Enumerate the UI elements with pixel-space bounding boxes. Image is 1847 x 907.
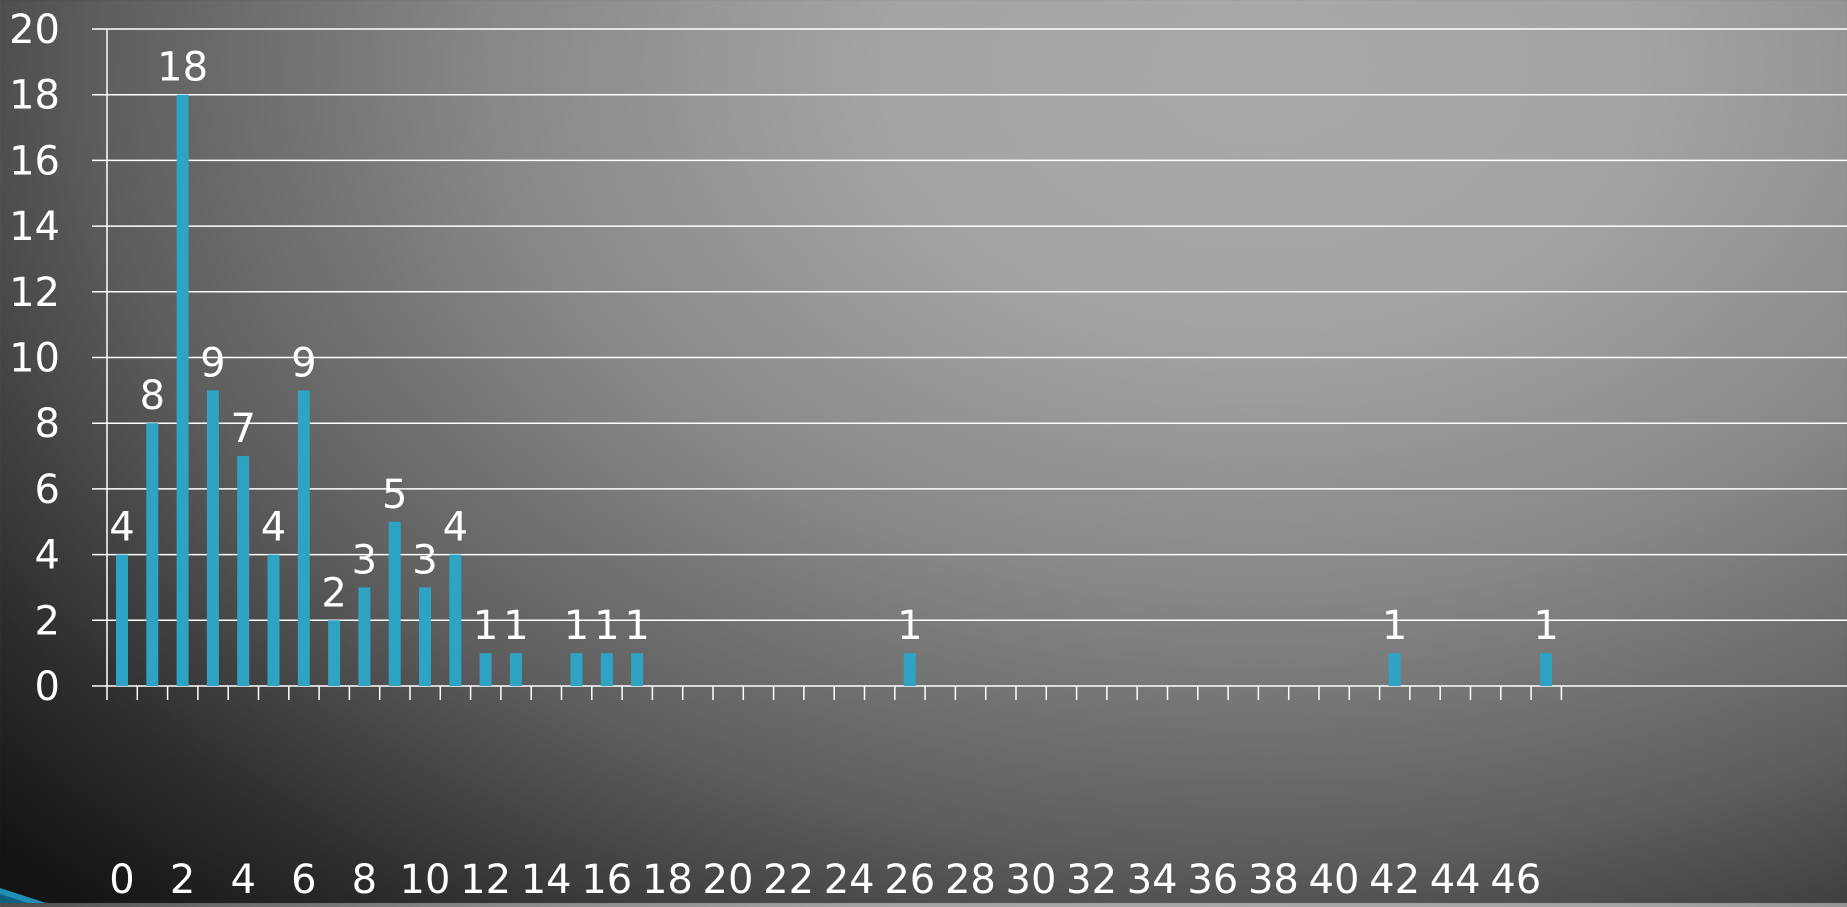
data-label: 1 <box>1533 603 1558 649</box>
x-tick-label: 8 <box>352 857 377 903</box>
bar-x-5 <box>267 554 280 686</box>
bar-x-2 <box>176 94 189 686</box>
bar-x-11 <box>449 554 462 686</box>
data-label: 9 <box>200 340 225 386</box>
bar-x-47 <box>1540 653 1553 686</box>
bar-x-0 <box>116 554 128 686</box>
data-label: 1 <box>503 603 528 649</box>
y-tick-label: 18 <box>9 73 60 119</box>
bar-x-16 <box>600 653 613 686</box>
x-tick-label: 26 <box>884 857 935 903</box>
y-tick-label: 8 <box>35 401 60 447</box>
corner-accent-shape <box>0 888 46 903</box>
x-tick-label: 46 <box>1490 857 1541 903</box>
x-tick-label: 12 <box>460 857 511 903</box>
x-tick-label: 34 <box>1127 857 1178 903</box>
y-tick-label: 4 <box>35 533 60 579</box>
data-label: 18 <box>157 45 208 91</box>
data-label: 4 <box>261 505 286 551</box>
data-label: 1 <box>473 603 498 649</box>
data-label: 1 <box>1382 603 1407 649</box>
bar-x-6 <box>297 390 310 686</box>
bar-x-9 <box>388 521 401 686</box>
x-tick-label: 6 <box>291 857 316 903</box>
y-tick-label: 14 <box>9 204 60 250</box>
data-label: 7 <box>230 406 255 452</box>
data-label: 1 <box>564 603 589 649</box>
bar-x-17 <box>631 653 644 686</box>
x-tick-label: 40 <box>1309 857 1360 903</box>
y-tick-label: 12 <box>9 270 60 316</box>
x-tick-label: 42 <box>1369 857 1420 903</box>
data-label: 2 <box>321 570 346 616</box>
x-tick-label: 36 <box>1187 857 1238 903</box>
data-label: 5 <box>382 472 407 518</box>
y-tick-label: 10 <box>9 336 60 382</box>
x-tick-label: 30 <box>1006 857 1057 903</box>
x-tick-label: 32 <box>1066 857 1117 903</box>
bar-x-1 <box>146 423 159 686</box>
bar-x-7 <box>328 620 341 686</box>
bar-x-3 <box>206 390 219 686</box>
bar-x-13 <box>509 653 522 686</box>
data-label: 1 <box>594 603 619 649</box>
x-tick-label: 22 <box>763 857 814 903</box>
data-label: 8 <box>140 373 165 419</box>
x-tick-label: 14 <box>521 857 572 903</box>
bar-x-42 <box>1388 653 1401 686</box>
bar-x-15 <box>570 653 583 686</box>
x-tick-label: 10 <box>400 857 451 903</box>
x-tick-label: 28 <box>945 857 996 903</box>
data-label: 4 <box>443 505 468 551</box>
x-tick-label: 16 <box>581 857 632 903</box>
x-tick-label: 4 <box>230 857 255 903</box>
bar-x-26 <box>903 653 916 686</box>
y-tick-label: 6 <box>35 467 60 513</box>
x-tick-label: 38 <box>1248 857 1299 903</box>
data-label: 9 <box>291 340 316 386</box>
x-tick-label: 20 <box>703 857 754 903</box>
y-tick-label: 20 <box>9 7 60 53</box>
bar-x-4 <box>237 456 250 686</box>
data-label: 1 <box>624 603 649 649</box>
x-tick-label: 24 <box>824 857 875 903</box>
data-label: 3 <box>412 537 437 583</box>
data-label: 3 <box>352 537 377 583</box>
bar-x-12 <box>479 653 492 686</box>
x-tick-label: 44 <box>1430 857 1481 903</box>
bar-x-8 <box>358 587 371 686</box>
x-tick-label: 0 <box>109 857 134 903</box>
y-tick-label: 16 <box>9 138 60 184</box>
bar-x-10 <box>419 587 431 686</box>
y-tick-label: 2 <box>35 598 60 644</box>
data-label: 1 <box>897 603 922 649</box>
y-tick-label: 0 <box>35 664 60 710</box>
x-tick-label: 18 <box>642 857 693 903</box>
x-tick-label: 2 <box>170 857 195 903</box>
data-label: 4 <box>109 505 134 551</box>
